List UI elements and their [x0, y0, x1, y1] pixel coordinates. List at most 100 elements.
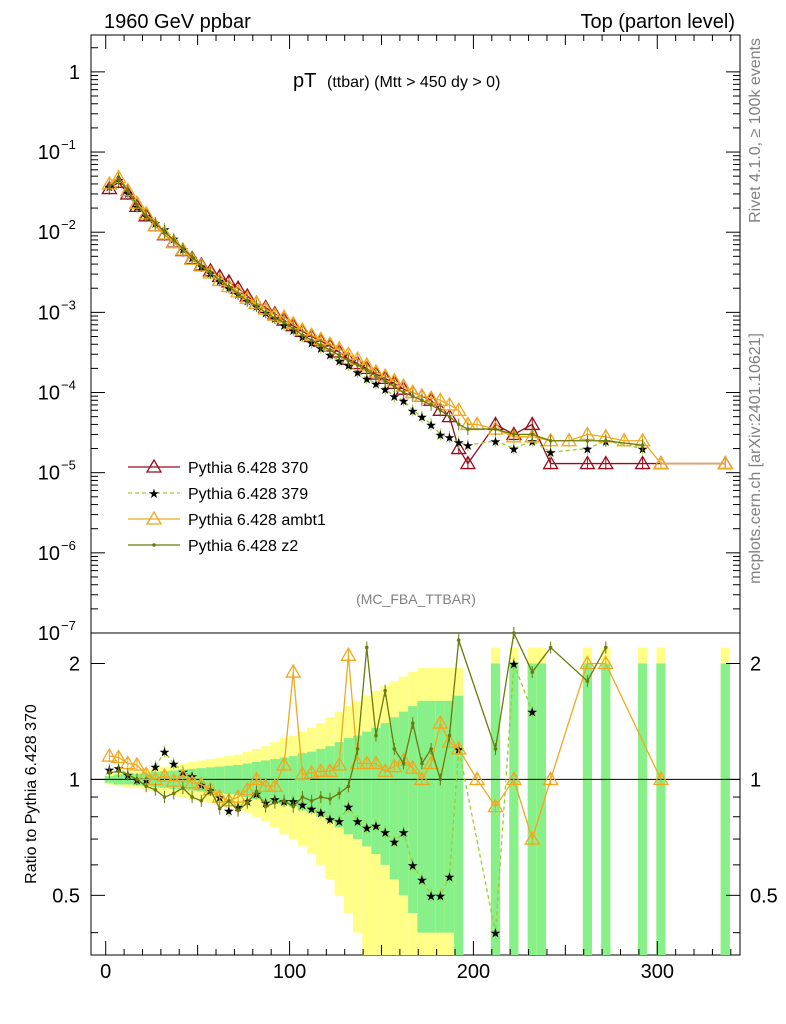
ratio-data-point — [107, 771, 112, 775]
ratio-band-inner — [371, 727, 381, 855]
ratio-data-point — [652, 771, 670, 786]
ratio-data-point — [294, 766, 311, 781]
ratio-data-point — [128, 756, 146, 771]
ratio-data-point — [199, 798, 204, 803]
ratio-data-point — [144, 784, 148, 789]
ratio-data-point: ★ — [168, 756, 180, 771]
main-data-point — [144, 214, 148, 218]
main-data-point: ★ — [434, 427, 446, 442]
ratio-band-inner — [215, 766, 225, 794]
ratio-data-point — [174, 767, 192, 782]
main-data-point — [466, 427, 470, 431]
header-left: 1960 GeV ppbar — [104, 11, 251, 33]
main-data-point — [309, 338, 314, 342]
main-data-point — [597, 455, 614, 470]
ratio-data-point — [190, 795, 194, 799]
main-data-point — [459, 455, 477, 470]
main-y-tick-exponent: −1 — [61, 137, 76, 152]
main-data-point — [429, 403, 433, 407]
ratio-data-point — [227, 798, 231, 803]
ratio-data-point — [450, 740, 467, 755]
ratio-data-point — [229, 788, 247, 803]
ratio-data-point — [125, 772, 130, 777]
ratio-y-tick-label-right: 2 — [750, 653, 761, 675]
main-data-point — [401, 390, 406, 395]
main-data-point — [199, 264, 204, 268]
ratio-band-inner — [444, 700, 455, 933]
ratio-band-inner — [224, 765, 234, 795]
ratio-data-point: ★ — [370, 818, 382, 833]
main-data-point — [456, 422, 461, 427]
legend-label: Pythia 6.428 ambt1 — [188, 512, 326, 529]
ratio-data-point: ★ — [434, 888, 446, 903]
ratio-data-point — [309, 798, 314, 803]
x-tick-label: 300 — [641, 961, 674, 983]
main-y-tick-label: 10 — [38, 463, 60, 485]
ratio-data-point — [340, 647, 357, 661]
ratio-band-inner — [408, 706, 418, 913]
ratio-band-inner — [288, 756, 298, 807]
main-data-point: ★ — [490, 434, 502, 449]
main-data-point — [107, 184, 112, 189]
ratio-data-point — [432, 714, 449, 729]
main-data-point — [441, 396, 458, 411]
ratio-band-inner — [316, 748, 326, 817]
ratio-data-point — [355, 747, 360, 751]
main-data-point: ★ — [425, 417, 437, 432]
ratio-data-point: ★ — [526, 705, 538, 720]
main-data-point — [319, 343, 323, 347]
ratio-y-tick-label-right: 1 — [750, 769, 761, 791]
ratio-data-point: ★ — [315, 806, 327, 821]
ratio-data-point — [217, 806, 222, 811]
ratio-data-point — [193, 776, 210, 791]
main-data-point — [254, 304, 259, 308]
main-data-point — [374, 374, 378, 378]
ratio-data-point — [181, 786, 185, 790]
main-data-point — [346, 358, 351, 363]
ratio-band-inner — [417, 700, 427, 933]
main-data-point — [640, 443, 645, 448]
ratio-band-inner — [637, 663, 648, 955]
main-data-point: ★ — [398, 393, 410, 408]
main-series-line — [108, 178, 643, 453]
ratio-data-point: ★ — [490, 926, 502, 941]
legend-marker — [152, 543, 156, 547]
main-data-point — [135, 202, 139, 207]
main-data-point: ★ — [545, 445, 557, 460]
legend-label: Pythia 6.428 z2 — [188, 538, 298, 555]
ratio-data-point — [153, 787, 158, 792]
ratio-data-point — [239, 781, 256, 796]
ratio-data-point: ★ — [361, 821, 373, 836]
ratio-data-point: ★ — [159, 745, 171, 760]
ratio-data-point: ★ — [398, 825, 410, 840]
main-data-point — [217, 278, 222, 283]
legend-label: Pythia 6.428 379 — [188, 486, 308, 503]
ratio-data-point — [248, 771, 265, 786]
main-panel: pT (ttbar) (Mtt > 450 dy > 0) (MC_FBA_TT… — [38, 34, 741, 645]
ratio-data-point — [530, 670, 535, 674]
ratio-data-point — [548, 645, 553, 650]
ratio-data-point: ★ — [223, 804, 235, 819]
legend-marker — [145, 510, 163, 525]
ratio-band-inner — [454, 695, 464, 955]
ratio-data-point — [524, 830, 541, 845]
ratio-data-point — [367, 755, 385, 770]
main-y-tick-exponent: −5 — [61, 458, 76, 473]
ratio-data-point: ★ — [407, 858, 419, 873]
ratio-band-inner — [720, 663, 730, 955]
main-y-tick-label: 10 — [38, 543, 60, 565]
main-data-point: ★ — [453, 435, 465, 450]
ratio-data-point — [603, 645, 608, 650]
main-data-point — [447, 414, 452, 419]
main-plot-area: ★★★★★★★★★★★★★★★★★★★★★★★★★★★★★★★★★★★★★★★★… — [101, 169, 734, 470]
x-tick-label: 200 — [457, 961, 490, 983]
ratio-band-inner — [601, 663, 611, 955]
legend: Pythia 6.428 370 ★ Pythia 6.428 379 Pythia … — [128, 458, 326, 555]
plot-title-suffix: (ttbar) (Mtt > 450 dy > 0) — [327, 74, 500, 91]
ratio-data-point — [110, 749, 127, 764]
main-data-point — [282, 320, 286, 325]
ratio-band-inner — [389, 717, 399, 880]
ratio-data-point — [585, 679, 590, 683]
ratio-band-inner — [527, 663, 537, 955]
ratio-data-point: ★ — [343, 800, 355, 815]
